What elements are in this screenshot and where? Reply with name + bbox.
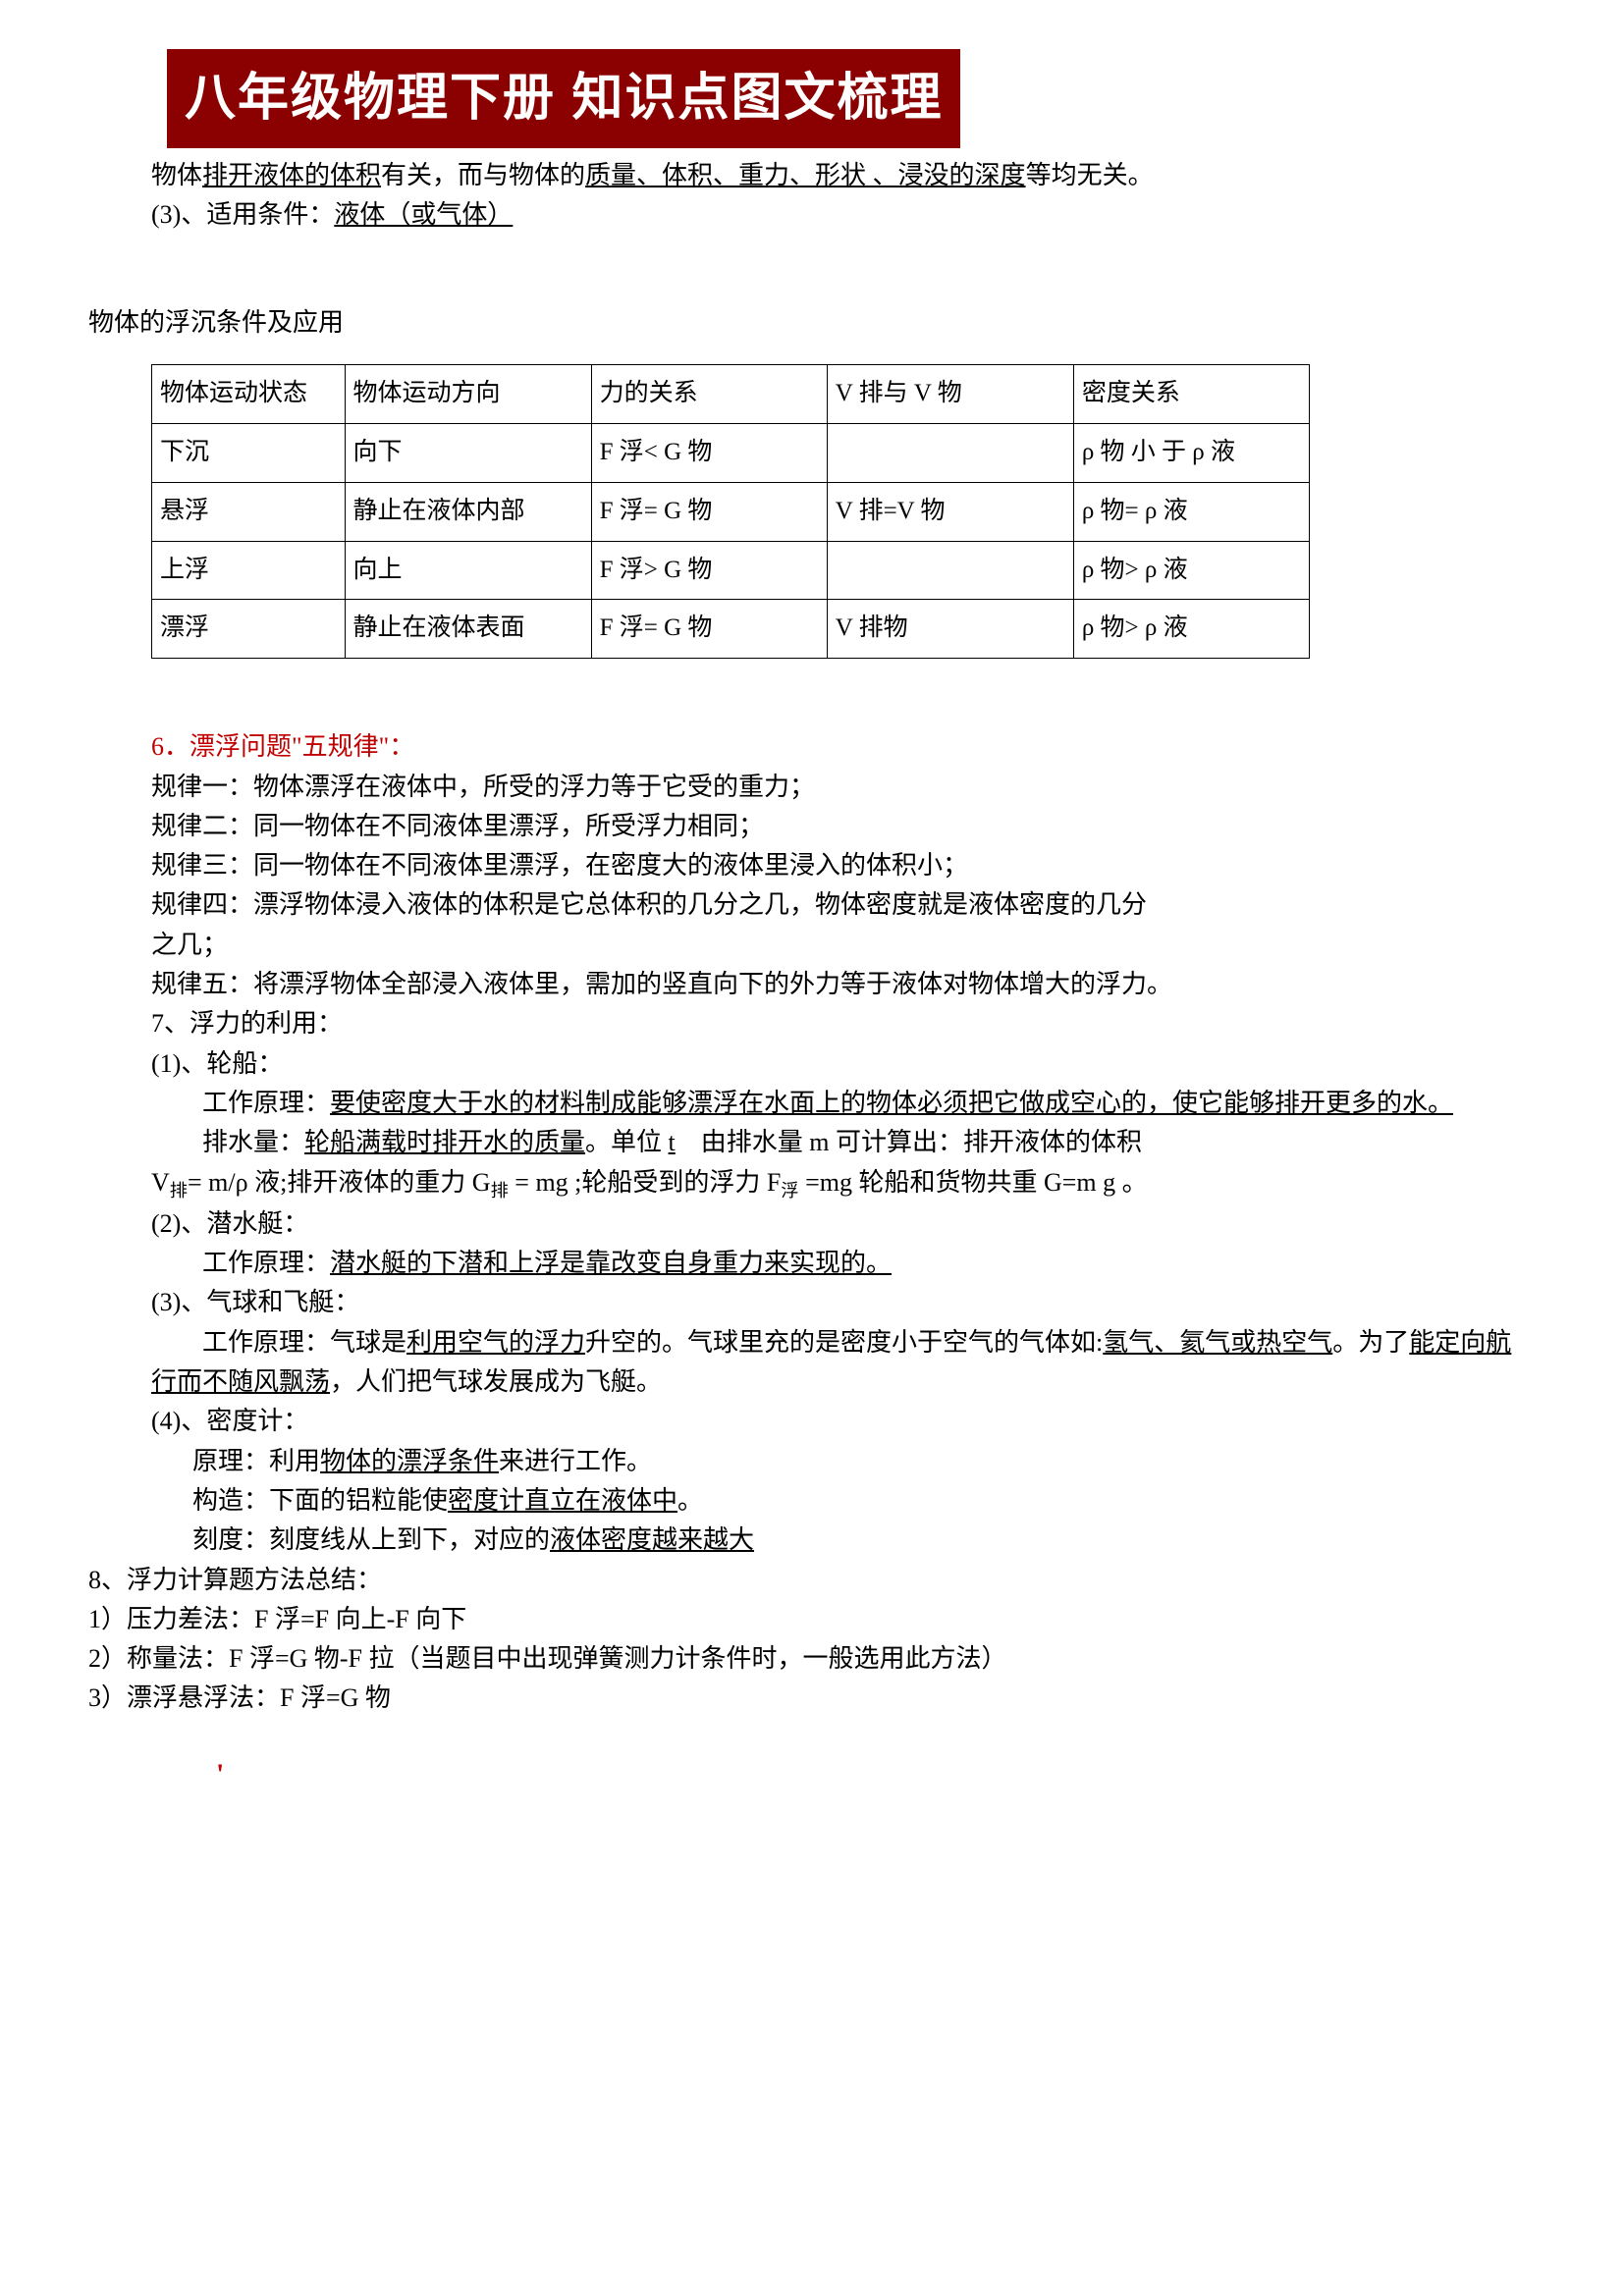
text: 排水量： [202,1128,304,1156]
table-cell: 向下 [345,424,591,483]
rule-line: 规律一：物体漂浮在液体中，所受的浮力等于它受的重力； [88,768,1536,807]
table-cell: 悬浮 [152,482,346,541]
text: 由排水量 m 可计算出：排开液体的体积 [676,1128,1142,1156]
text: = m/ρ 液;排开液体的重力 G [188,1168,491,1197]
table-header-cell: 物体运动状态 [152,365,346,424]
table-row: 漂浮 静止在液体表面 F 浮= G 物 V 排物 ρ 物> ρ 液 [152,600,1310,659]
text-underline: 液体密度越来越大 [550,1525,754,1554]
table-cell: V 排物 [827,600,1073,659]
table-cell: F 浮< G 物 [591,424,827,483]
table-header-cell: 物体运动方向 [345,365,591,424]
buoyancy-table: 物体运动状态 物体运动方向 力的关系 V 排与 V 物 密度关系 下沉 向下 F… [151,364,1310,659]
footer-mark: ' [88,1752,1536,1798]
table-header-row: 物体运动状态 物体运动方向 力的关系 V 排与 V 物 密度关系 [152,365,1310,424]
text: 。 [677,1486,703,1515]
paragraph: 排水量：轮船满载时排开水的质量。单位 t 由排水量 m 可计算出：排开液体的体积 [88,1123,1536,1162]
rule-line: 规律三：同一物体在不同液体里漂浮，在密度大的液体里浸入的体积小； [88,846,1536,885]
text-underline: t [669,1128,676,1156]
table-header-cell: V 排与 V 物 [827,365,1073,424]
text-underline: 轮船满载时排开水的质量 [304,1128,585,1156]
table-cell: 下沉 [152,424,346,483]
table-cell: ρ 物= ρ 液 [1073,482,1309,541]
table-row: 上浮 向上 F 浮> G 物 ρ 物> ρ 液 [152,541,1310,600]
table-cell: 静止在液体表面 [345,600,591,659]
condition-line: (3)、适用条件：液体（或气体） [88,195,1536,235]
table-cell: 上浮 [152,541,346,600]
table-header-cell: 力的关系 [591,365,827,424]
text-underline: 液体（或气体） [334,200,513,229]
text: =mg 轮船和货物共重 G=m g 。 [799,1168,1148,1197]
table-cell: F 浮= G 物 [591,482,827,541]
sub-item: (3)、气球和飞艇： [88,1283,1536,1322]
text-underline: 排开液体的体积 [202,161,381,189]
page: 八年级物理下册 知识点图文梳理 物体排开液体的体积有关，而与物体的质量、体积、重… [0,0,1624,1837]
text: 。为了 [1332,1328,1409,1357]
table-cell: F 浮= G 物 [591,600,827,659]
text: 刻度：刻度线从上到下，对应的 [192,1525,550,1554]
paragraph: 工作原理：要使密度大于水的材料制成能够漂浮在水面上的物体必须把它做成空心的，使它… [88,1084,1536,1123]
method-line: 2）称量法：F 浮=G 物-F 拉（当题目中出现弹簧测力计条件时，一般选用此方法… [88,1639,1536,1679]
paragraph: 工作原理：潜水艇的下潜和上浮是靠改变自身重力来实现的。 [88,1244,1536,1283]
table-cell: ρ 物> ρ 液 [1073,541,1309,600]
table-cell: 向上 [345,541,591,600]
subscript: 排 [170,1181,188,1201]
paragraph: 原理：利用物体的漂浮条件来进行工作。 [88,1442,1536,1481]
text-underline: 利用空气的浮力 [406,1328,585,1357]
text-underline: 物体的漂浮条件 [320,1447,499,1475]
subscript: 排 [491,1181,509,1201]
rule-line: 之几； [88,926,1536,965]
method-line: 1）压力差法：F 浮=F 向上-F 向下 [88,1600,1536,1639]
text: 原理：利用 [192,1447,320,1475]
table-cell: 漂浮 [152,600,346,659]
text-underline: 质量、体积、重力、形状 、浸没的深度 [585,161,1026,189]
table-cell [827,541,1073,600]
intro-paragraph: 物体排开液体的体积有关，而与物体的质量、体积、重力、形状 、浸没的深度等均无关。 [88,156,1536,195]
usage-seven-title: 7、浮力的利用： [88,1004,1536,1043]
table-cell [827,424,1073,483]
sub-item: (1)、轮船： [88,1044,1536,1084]
text: 工作原理： [202,1249,330,1277]
text-underline: 潜水艇的下潜和上浮是靠改变自身重力来实现的。 [330,1249,892,1277]
method-eight-title: 8、浮力计算题方法总结： [88,1561,1536,1600]
table-header-cell: 密度关系 [1073,365,1309,424]
text: = mg ;轮船受到的浮力 F [509,1168,782,1197]
sub-item: (2)、潜水艇： [88,1204,1536,1244]
text-underline: 要使密度大于水的材料制成能够漂浮在水面上的物体必须把它做成空心的，使它能够排开更… [330,1089,1453,1117]
table-cell: 静止在液体内部 [345,482,591,541]
text: V [151,1168,170,1197]
method-line: 3）漂浮悬浮法：F 浮=G 物 [88,1679,1536,1718]
text: 工作原理：气球是 [202,1328,406,1357]
text-underline: 密度计直立在液体中 [448,1486,677,1515]
paragraph: 工作原理：气球是利用空气的浮力升空的。气球里充的是密度小于空气的气体如:氢气、氦… [88,1323,1536,1403]
text-underline: 氢气、氦气或热空气 [1103,1328,1332,1357]
page-title-banner: 八年级物理下册 知识点图文梳理 [167,49,960,148]
text: 升空的。气球里充的是密度小于空气的气体如: [585,1328,1103,1357]
table-cell: V 排=V 物 [827,482,1073,541]
text: 有关，而与物体的 [381,161,585,189]
text: 物体 [151,161,202,189]
rule-line: 规律二：同一物体在不同液体里漂浮，所受浮力相同； [88,807,1536,846]
paragraph: 刻度：刻度线从上到下，对应的液体密度越来越大 [88,1521,1536,1560]
text: 来进行工作。 [499,1447,652,1475]
text: 等均无关。 [1026,161,1154,189]
sub-item: (4)、密度计： [88,1402,1536,1441]
text: 构造：下面的铝粒能使 [192,1486,448,1515]
rule-six-title: 6．漂浮问题"五规律"： [88,727,1536,767]
paragraph: V排= m/ρ 液;排开液体的重力 G排 = mg ;轮船受到的浮力 F浮 =m… [88,1163,1536,1204]
table-cell: ρ 物> ρ 液 [1073,600,1309,659]
text: ，人们把气球发展成为飞艇。 [330,1367,662,1396]
text: 。单位 [585,1128,669,1156]
table-cell: ρ 物 小 于 ρ 液 [1073,424,1309,483]
section-heading: 物体的浮沉条件及应用 [88,303,1536,343]
text: (3)、适用条件： [151,200,334,229]
text: 工作原理： [202,1089,330,1117]
subscript: 浮 [781,1181,798,1201]
table-row: 下沉 向下 F 浮< G 物 ρ 物 小 于 ρ 液 [152,424,1310,483]
table-cell: F 浮> G 物 [591,541,827,600]
paragraph: 构造：下面的铝粒能使密度计直立在液体中。 [88,1481,1536,1521]
rule-line: 规律四：漂浮物体浸入液体的体积是它总体积的几分之几，物体密度就是液体密度的几分 [88,885,1536,925]
rule-line: 规律五：将漂浮物体全部浸入液体里，需加的竖直向下的外力等于液体对物体增大的浮力。 [88,965,1536,1004]
table-row: 悬浮 静止在液体内部 F 浮= G 物 V 排=V 物 ρ 物= ρ 液 [152,482,1310,541]
